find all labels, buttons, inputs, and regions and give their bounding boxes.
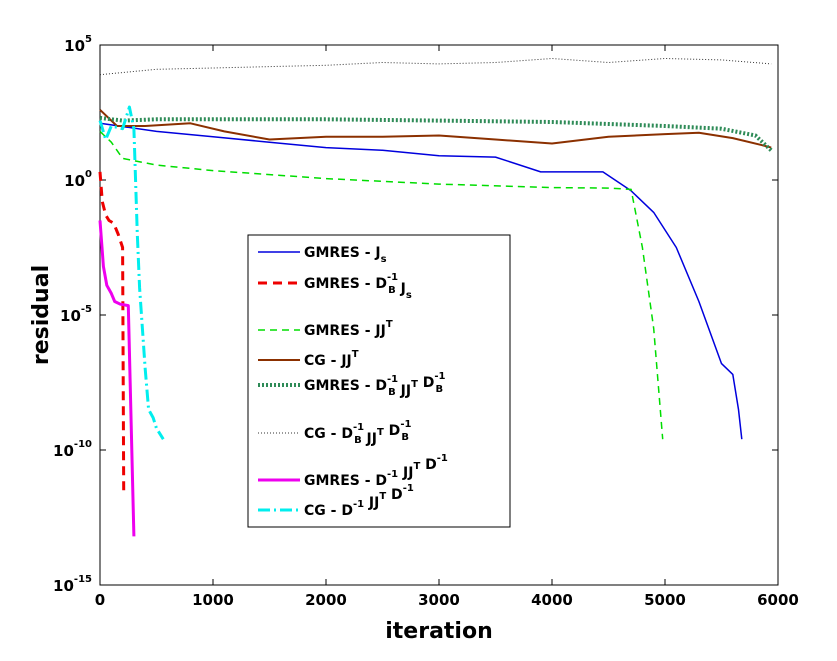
series-line-5: [99, 115, 773, 152]
legend-label-2: GMRES - D-1 B Js: [304, 272, 412, 301]
series-group: [98, 58, 773, 537]
series-line-4: [99, 109, 772, 149]
series-line-7: [98, 220, 136, 537]
y-axis-label: residual: [29, 265, 54, 365]
x-tick-label: 0: [95, 591, 105, 609]
x-tick-label: 6000: [757, 591, 799, 609]
legend-label-5: GMRES - D-1 B JJT D-1 B: [304, 371, 446, 399]
x-axis-label: iteration: [385, 619, 493, 644]
x-tick-label: 3000: [418, 591, 460, 609]
series-line-3: [99, 130, 664, 440]
legend-label-8: CG - D-1 JJT D-1: [304, 483, 414, 519]
y-tick-label: 10-10: [53, 439, 92, 460]
series-line-1: [99, 122, 743, 440]
legend-label-1: GMRES - Js: [304, 245, 387, 265]
x-tick-label: 2000: [305, 591, 347, 609]
y-tick-label: 10-15: [53, 574, 92, 595]
legend-label-3: GMRES - JJT: [304, 319, 393, 339]
legend-label-4: CG - JJT: [304, 349, 359, 369]
y-tick-label: 100: [64, 169, 92, 190]
legend-label-7: GMRES - D-1 JJT D-1: [304, 453, 448, 489]
x-tick-label: 1000: [192, 591, 234, 609]
series-line-2: [98, 171, 126, 491]
x-tick-label: 5000: [644, 591, 686, 609]
series-line-8: [98, 105, 165, 440]
y-tick-label: 10-5: [60, 304, 92, 325]
y-tick-label: 105: [64, 34, 92, 55]
x-tick-label: 4000: [531, 591, 573, 609]
series-line-6: [99, 58, 772, 76]
legend-label-6: CG - D-1 B JJT D-1 B: [304, 419, 411, 447]
